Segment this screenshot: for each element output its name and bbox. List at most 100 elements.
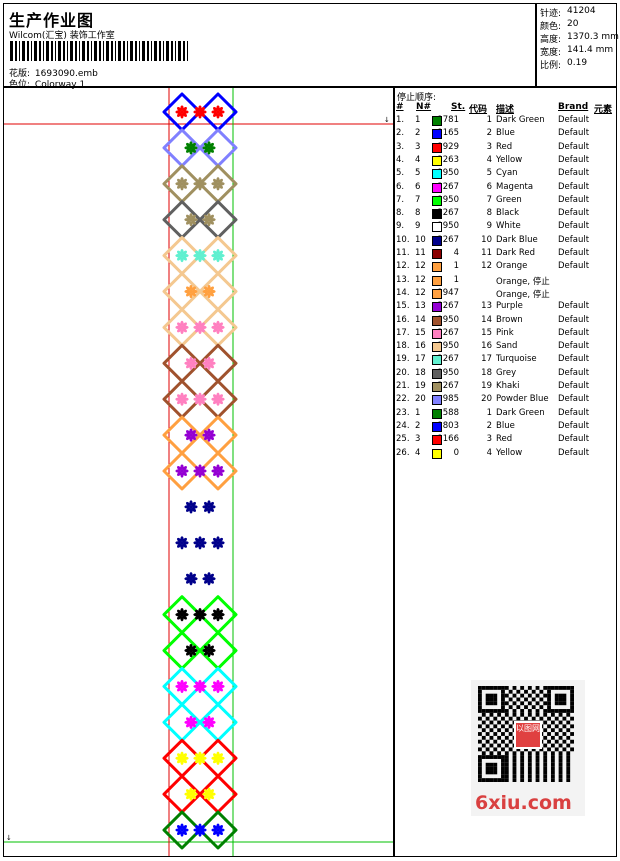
petal	[209, 142, 214, 148]
qr-module	[478, 755, 482, 759]
row-brand: Default	[558, 141, 590, 152]
petal	[216, 256, 220, 263]
qr-module	[547, 701, 551, 706]
barcode-bar	[183, 41, 185, 61]
qr-module	[558, 755, 563, 759]
row-code: 1	[486, 115, 492, 125]
qr-module	[504, 701, 509, 706]
row-stitches: 2267	[437, 181, 459, 192]
qr-module	[516, 716, 521, 721]
motif-center	[216, 612, 220, 617]
petal	[193, 613, 199, 617]
petal	[200, 466, 205, 471]
petal	[186, 286, 191, 291]
qr-module	[524, 705, 528, 710]
row-code: 1	[486, 407, 492, 418]
row-code: 4	[486, 154, 492, 165]
petal	[191, 148, 196, 153]
qr-module	[512, 693, 517, 698]
petal	[200, 394, 205, 399]
qr-module	[504, 758, 509, 763]
row-needle: 12	[415, 287, 426, 298]
flower-motif	[175, 464, 189, 478]
petal	[180, 831, 184, 837]
row-code: 8	[486, 208, 492, 219]
lattice-diamonds	[162, 666, 238, 706]
row-code: 4	[486, 447, 492, 458]
petal	[213, 256, 218, 261]
qr-module	[550, 766, 555, 771]
row-brand: Default	[558, 447, 590, 458]
motif-center	[216, 469, 220, 473]
qr-module	[497, 728, 502, 733]
petal	[192, 792, 198, 796]
qr-module	[489, 766, 494, 771]
qr-module	[489, 697, 494, 702]
qr-module	[547, 724, 551, 729]
lattice-diamonds	[162, 200, 238, 240]
qr-module	[535, 774, 540, 779]
petal	[195, 537, 200, 543]
row-index: 13.	[396, 274, 410, 285]
qr-module	[497, 755, 502, 759]
petal	[198, 256, 202, 263]
qr-module	[550, 778, 555, 782]
petal	[195, 758, 200, 764]
petal	[195, 250, 200, 255]
motif-center	[189, 648, 193, 653]
petal	[186, 358, 191, 363]
petal	[218, 753, 223, 758]
petal	[216, 544, 220, 550]
petal	[189, 141, 193, 147]
flower-motif	[202, 643, 216, 658]
petal	[180, 177, 184, 183]
qr-module	[539, 697, 544, 702]
petal	[180, 320, 184, 326]
petal	[218, 471, 223, 476]
qr-module	[562, 747, 567, 752]
motif-center	[207, 361, 211, 366]
motif-center	[207, 217, 211, 222]
qr-module	[550, 770, 555, 775]
qr-module	[481, 720, 486, 725]
design-band	[162, 272, 238, 311]
row-brand: Default	[558, 314, 590, 325]
petal	[202, 218, 208, 222]
barcode-bar	[63, 41, 65, 61]
petal	[210, 289, 216, 294]
row-needle: 14	[415, 314, 426, 325]
stop-sequence-label: 停止顺序:	[397, 93, 437, 103]
row-code: 2	[486, 128, 492, 139]
qr-module	[543, 755, 548, 759]
qr-module	[527, 774, 532, 779]
qr-module	[558, 697, 563, 702]
qr-module	[504, 709, 509, 713]
lattice-diamonds	[162, 307, 238, 347]
qr-module	[543, 751, 548, 756]
petal	[198, 679, 202, 686]
lattice-diamonds	[162, 738, 238, 778]
flower-motif	[211, 464, 225, 478]
petal	[195, 178, 200, 184]
table-row: 18. 16 1950 16 Sand Default	[395, 341, 616, 354]
row-brand: Default	[558, 327, 590, 338]
qr-module	[547, 686, 551, 690]
petal	[201, 110, 207, 114]
petal	[200, 184, 205, 189]
qr-module	[512, 751, 517, 756]
qr-module	[516, 705, 521, 710]
row-needle: 12	[415, 261, 426, 272]
petal	[204, 579, 209, 584]
qr-module	[485, 762, 490, 767]
petal	[193, 397, 199, 401]
company-name: Wilcom(汇宝) 装饰工作室	[9, 31, 115, 41]
qr-module	[570, 739, 574, 744]
qr-module	[508, 739, 513, 744]
petal	[201, 397, 207, 401]
flower-motif	[175, 823, 189, 837]
design-band	[162, 307, 238, 347]
table-row: 12. 12 1 12 Orange Default	[395, 261, 616, 274]
petal	[219, 182, 225, 186]
petal	[216, 185, 220, 191]
row-needle: 6	[415, 181, 421, 192]
